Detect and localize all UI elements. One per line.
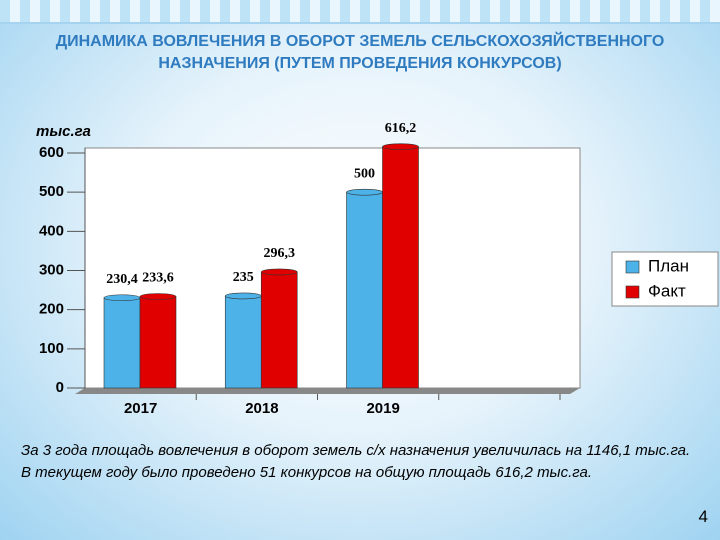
bar-top <box>260 268 298 276</box>
bar <box>346 191 383 389</box>
page-number: 4 <box>698 507 708 526</box>
bar <box>382 146 419 389</box>
value-label: 233,6 <box>142 271 174 286</box>
legend-swatch <box>625 285 640 299</box>
decorative-border <box>0 0 720 24</box>
y-tick-label: 200 <box>39 301 64 318</box>
bar-top <box>382 143 419 150</box>
legend-swatch <box>625 260 640 274</box>
title-line: НАЗНАЧЕНИЯ (ПУТЕМ ПРОВЕДЕНИЯ КОНКУРСОВ) <box>158 55 562 72</box>
bar <box>224 295 262 389</box>
x-tick-label: 2019 <box>366 400 399 417</box>
y-tick-label: 0 <box>56 379 64 396</box>
x-tick-label: 2018 <box>245 400 278 417</box>
bar <box>103 297 141 389</box>
y-tick-label: 600 <box>39 144 64 161</box>
x-tick-label: 2017 <box>124 400 157 417</box>
y-axis-label: тыс.га <box>36 123 91 140</box>
y-tick-label: 300 <box>39 261 64 278</box>
bar-top <box>346 188 383 196</box>
bar-top <box>103 294 141 302</box>
y-tick-label: 500 <box>39 183 64 200</box>
value-label: 230,4 <box>106 272 138 287</box>
note: За 3 года площадь вовлечения в оборот зе… <box>21 442 691 459</box>
notes: За 3 года площадь вовлечения в оборот зе… <box>21 440 711 484</box>
title-line: ДИНАМИКА ВОВЛЕЧЕНИЯ В ОБОРОТ ЗЕМЕЛЬ СЕЛЬ… <box>55 33 665 50</box>
value-label: 296,3 <box>264 246 296 261</box>
y-tick-label: 400 <box>39 222 64 239</box>
bar <box>260 271 298 389</box>
value-label: 500 <box>354 166 375 181</box>
y-tick-label: 100 <box>39 340 64 357</box>
value-label: 616,2 <box>385 121 417 136</box>
legend-label: План <box>648 256 689 275</box>
bar-top <box>224 292 262 300</box>
legend-label: Факт <box>648 281 686 300</box>
floor <box>75 388 580 394</box>
chart: тыс.га 0 100 200 300 400 500 600 2017 2018 2019 23… <box>36 121 719 417</box>
note: В текущем году было проведено 51 конкурс… <box>21 464 593 481</box>
value-label: 235 <box>233 270 254 285</box>
bar <box>139 296 177 389</box>
bar-top <box>139 293 177 300</box>
